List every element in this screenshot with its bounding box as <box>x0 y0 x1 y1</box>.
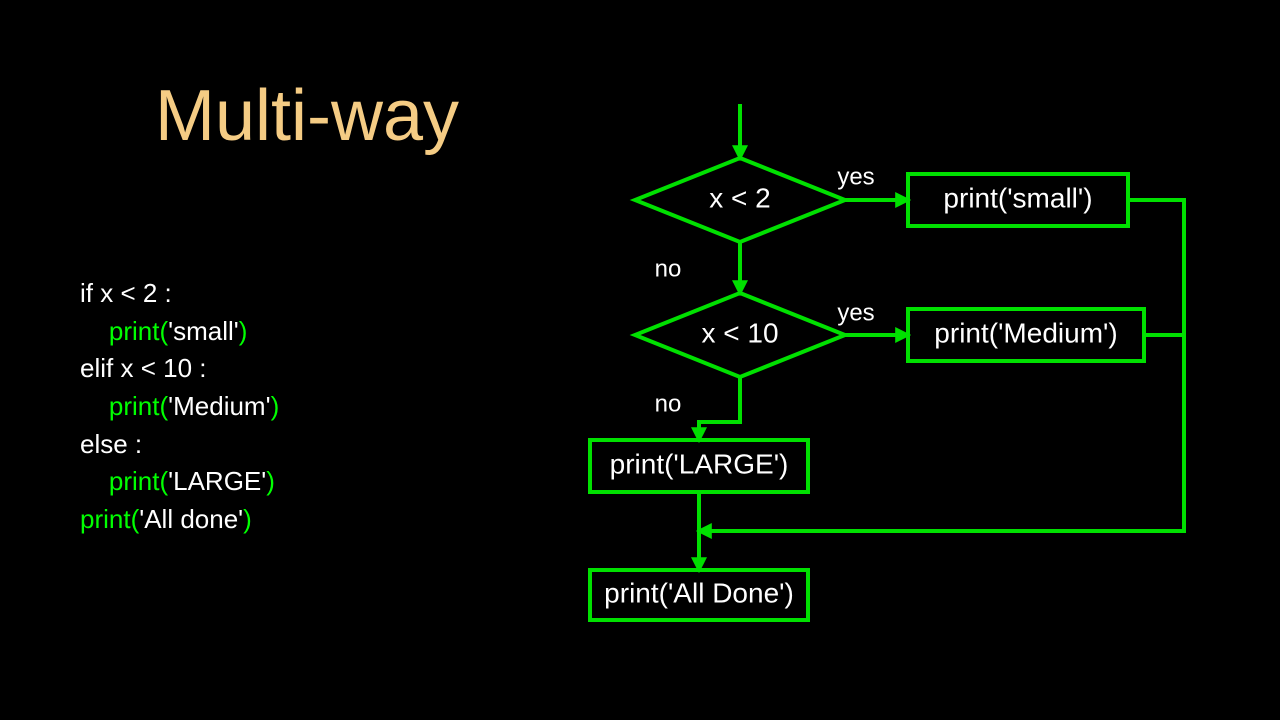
edge-label-no2: no <box>655 390 682 417</box>
flowchart: x < 2 x < 10 print('small') print('Medium')… <box>0 0 1280 720</box>
process-label-box_small: print('small') <box>943 182 1092 213</box>
edge-label-yes1: yes <box>837 163 874 190</box>
edge-label-yes2: yes <box>837 299 874 326</box>
decision-label-dec1: x < 2 <box>709 182 770 213</box>
edge-label-no1: no <box>655 255 682 282</box>
process-label-box_medium: print('Medium') <box>934 317 1117 348</box>
decision-label-dec2: x < 10 <box>701 317 778 348</box>
process-label-box_large: print('LARGE') <box>610 448 789 479</box>
process-label-box_done: print('All Done') <box>604 577 794 608</box>
